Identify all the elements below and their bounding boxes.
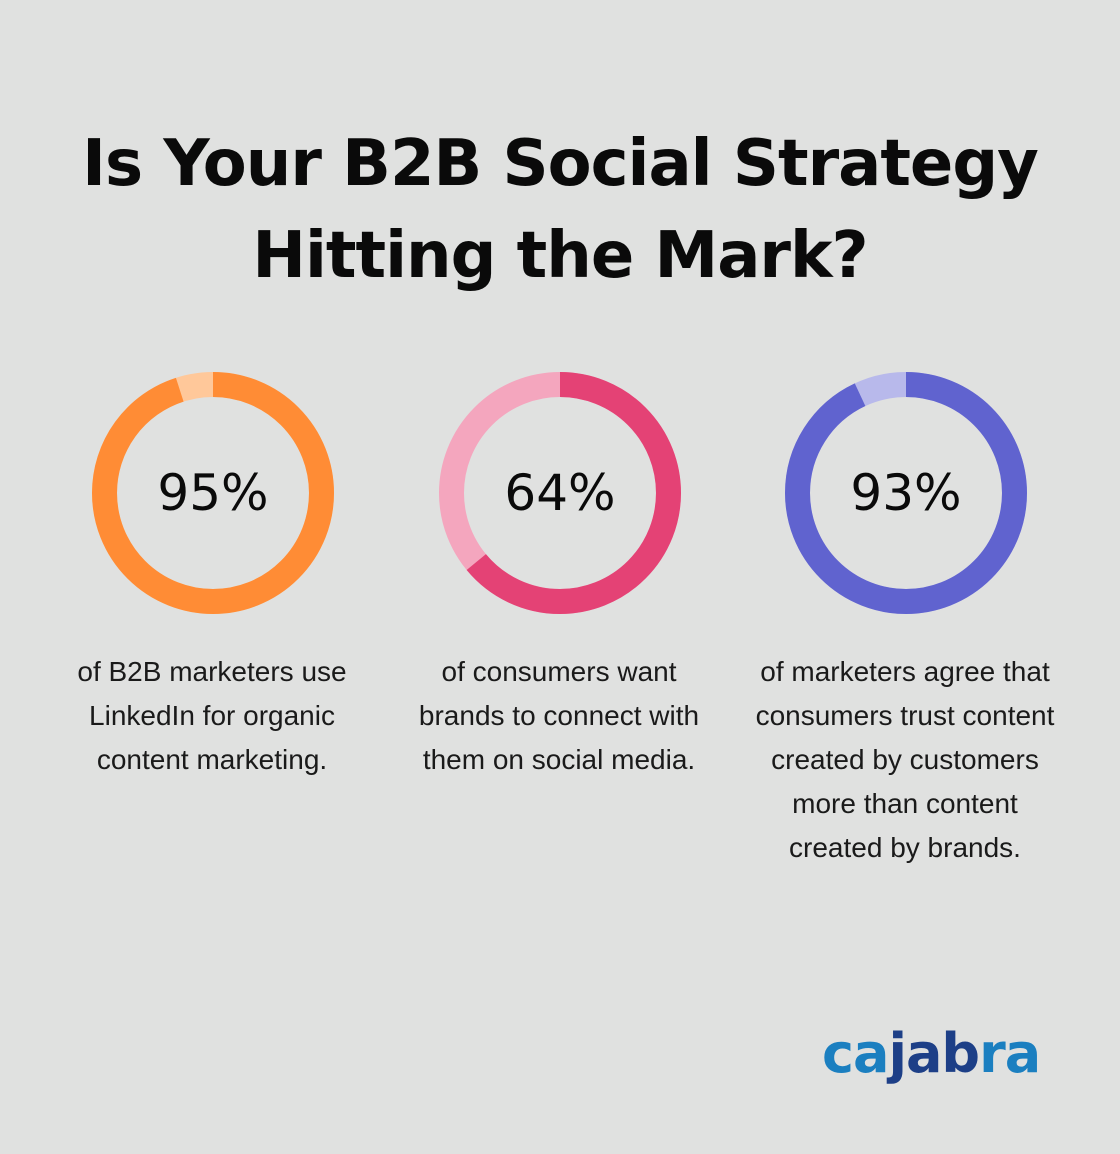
stat-value: 93% <box>850 464 962 522</box>
donut-chart <box>92 372 334 614</box>
stat-value: 64% <box>504 464 616 522</box>
stat-value: 95% <box>157 464 269 522</box>
page-title: Is Your B2B Social Strategy Hitting the … <box>0 118 1120 302</box>
title-line-2: Hitting the Mark? <box>252 219 868 293</box>
stat-description: of consumers want brands to connect with… <box>418 656 700 775</box>
stat-description: of B2B marketers use LinkedIn for organi… <box>77 656 347 775</box>
donut-chart <box>439 372 681 614</box>
logo-part-1: ca <box>822 1022 889 1085</box>
donut-chart <box>785 372 1027 614</box>
stat-description: of marketers agree that consumers trust … <box>755 656 1055 863</box>
cajabra-logo: cajabra <box>822 1022 1041 1085</box>
title-line-1: Is Your B2B Social Strategy <box>82 127 1039 201</box>
logo-part-3: ra <box>979 1022 1041 1085</box>
logo-part-2: jab <box>888 1022 980 1085</box>
